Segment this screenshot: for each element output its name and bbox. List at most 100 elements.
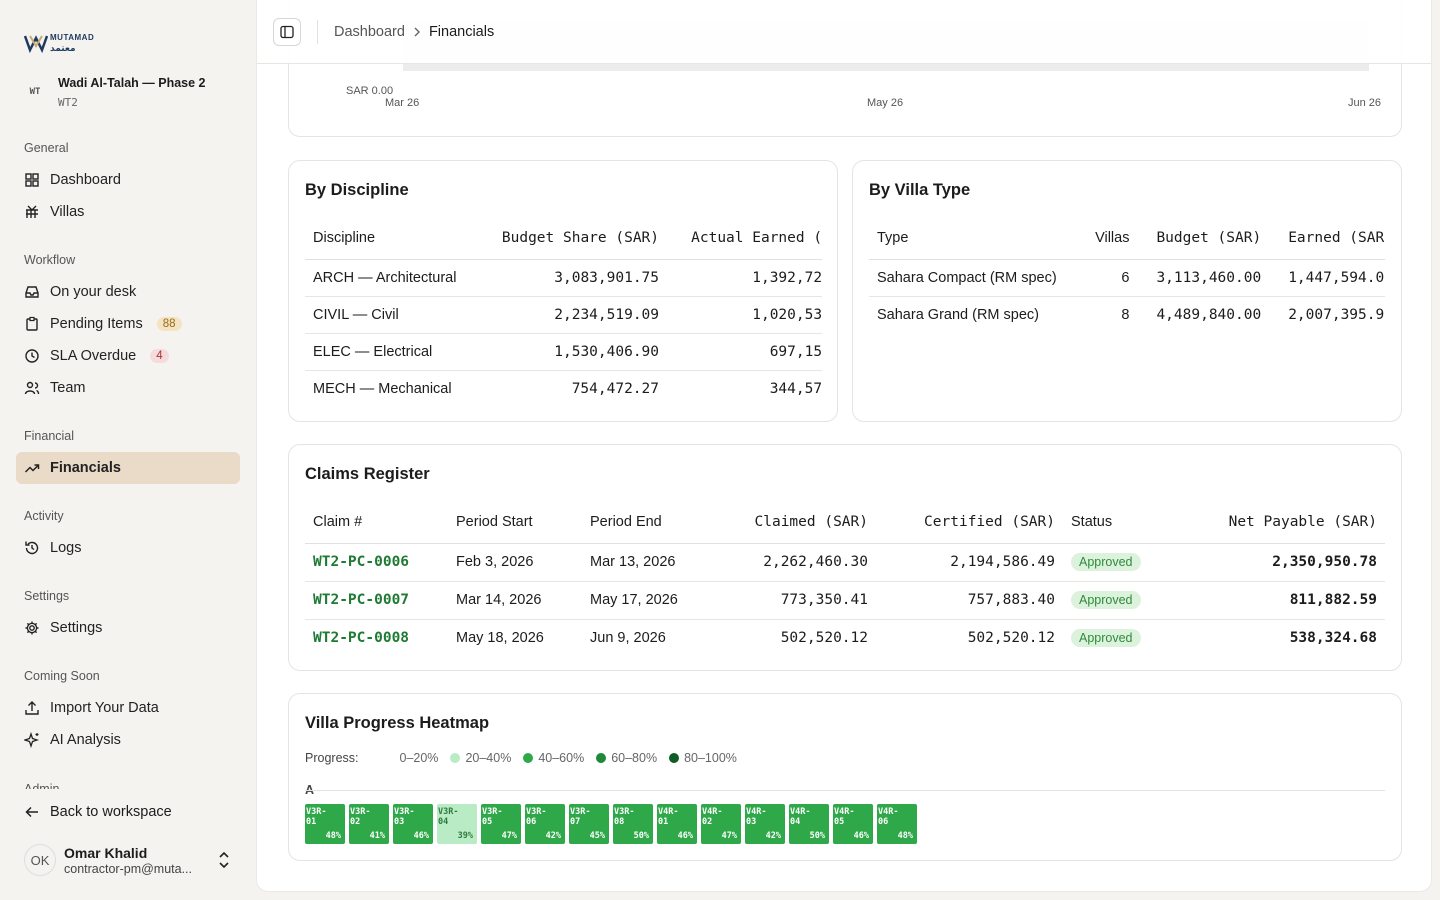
- legend-text: 80–100%: [684, 751, 737, 765]
- sidebar-item-settings[interactable]: Settings: [16, 612, 240, 644]
- heatmap-cell[interactable]: V3R-04 39%: [437, 804, 477, 844]
- heatmap-cell[interactable]: V3R-05 47%: [481, 804, 521, 844]
- claims-table: Claim # Period Start Period End Claimed …: [305, 501, 1385, 657]
- villa-id: V3R-08: [614, 807, 635, 827]
- sidebar-item-import-data[interactable]: Import Your Data: [16, 692, 240, 724]
- status-badge: Approved: [1071, 553, 1141, 571]
- heatmap-cell[interactable]: V4R-06 48%: [877, 804, 917, 844]
- heatmap-cell[interactable]: V4R-02 47%: [701, 804, 741, 844]
- column-header: Status: [1063, 501, 1173, 544]
- column-header: Discipline: [305, 217, 479, 260]
- breadcrumb-dashboard[interactable]: Dashboard: [334, 23, 405, 40]
- nav-heading: General: [24, 141, 69, 155]
- villa-id: V4R-05: [834, 807, 855, 827]
- heatmap-cell[interactable]: V3R-08 50%: [613, 804, 653, 844]
- card-title: Claims Register: [305, 465, 430, 483]
- heatmap-cell[interactable]: V3R-07 45%: [569, 804, 609, 844]
- discipline-table-wrap[interactable]: Discipline Budget Share (SAR) Actual Ear…: [305, 217, 822, 407]
- villa-progress: 50%: [809, 831, 825, 841]
- villa-progress: 47%: [721, 831, 737, 841]
- net-payable: 811,882.59: [1173, 581, 1385, 620]
- heatmap-cell[interactable]: V3R-06 42%: [525, 804, 565, 844]
- budget-share: 1,530,406.90: [478, 333, 668, 371]
- legend-swatch: [596, 753, 607, 763]
- villa-progress: 46%: [677, 831, 693, 841]
- certified-amount: 2,194,586.49: [876, 543, 1063, 582]
- legend-item: 60–80%: [596, 751, 657, 765]
- table-row[interactable]: WT2-PC-0006 Feb 3, 2026 Mar 13, 2026 2,2…: [305, 543, 1385, 582]
- sidebar-item-label: Pending Items: [50, 316, 143, 332]
- villa-icon: [26, 205, 38, 218]
- villa-id: V3R-01: [306, 807, 327, 827]
- discipline-name: CIVIL — Civil: [305, 296, 479, 334]
- column-header: Type: [869, 217, 1083, 260]
- column-header: Claimed (SAR): [702, 501, 876, 544]
- clipboard-icon: [26, 316, 38, 331]
- brand-logo[interactable]: MUTAMAD معتمد: [24, 32, 94, 54]
- grid-icon: [25, 173, 39, 187]
- user-menu[interactable]: OK Omar Khalid contractor-pm@muta...: [24, 842, 240, 878]
- certified-amount: 757,883.40: [876, 581, 1063, 620]
- net-payable: 538,324.68: [1289, 630, 1377, 647]
- heatmap-cell[interactable]: V3R-03 46%: [393, 804, 433, 844]
- by-discipline-card: By Discipline Discipline Budget Share (S…: [288, 160, 838, 422]
- sidebar-item-ai-analysis[interactable]: AI Analysis: [16, 724, 240, 756]
- villa-progress: 48%: [897, 831, 913, 841]
- user-email: contractor-pm@muta...: [64, 861, 193, 876]
- status-cell: Approved: [1063, 581, 1173, 620]
- column-header: Period End: [582, 501, 702, 544]
- heatmap-cell[interactable]: V3R-01 48%: [305, 804, 345, 844]
- column-header: Budget Share (SAR): [478, 217, 668, 260]
- heatmap-cell[interactable]: V4R-04 50%: [789, 804, 829, 844]
- sidebar-item-logs[interactable]: Logs: [16, 532, 240, 564]
- inbox-icon: [25, 286, 39, 298]
- table-row[interactable]: WT2-PC-0007 Mar 14, 2026 May 17, 2026 77…: [305, 581, 1385, 620]
- table-row: Sahara Compact (RM spec) 6 3,113,460.00 …: [869, 259, 1385, 297]
- sidebar-item-team[interactable]: Team: [16, 372, 240, 404]
- column-header: Certified (SAR): [876, 501, 1063, 544]
- status-cell: Approved: [1063, 543, 1173, 582]
- legend-swatch: [450, 753, 461, 763]
- legend-text: 60–80%: [611, 751, 658, 765]
- sidebar-item-villas[interactable]: Villas: [16, 196, 240, 228]
- sidebar-item-dashboard[interactable]: Dashboard: [16, 164, 240, 196]
- status-badge: Approved: [1071, 591, 1141, 609]
- column-header: Net Payable (SAR): [1173, 501, 1385, 544]
- period-start: Feb 3, 2026: [448, 543, 582, 582]
- villa-type-table-wrap[interactable]: Type Villas Budget (SAR) Earned (SAR) P …: [869, 217, 1385, 333]
- villa-id: V4R-06: [878, 807, 899, 827]
- avatar: OK: [24, 844, 56, 876]
- sidebar-item-on-your-desk[interactable]: On your desk: [16, 276, 240, 308]
- logo-icon: [24, 35, 48, 54]
- legend-item: 0–20%: [384, 751, 438, 765]
- sidebar-item-financials[interactable]: Financials: [16, 452, 240, 484]
- card-title: Villa Progress Heatmap: [305, 714, 490, 732]
- project-switcher[interactable]: WT Wadi Al-Talah — Phase 2 WT2: [24, 72, 234, 112]
- heatmap-cell[interactable]: V3R-02 41%: [349, 804, 389, 844]
- heatmap-cell[interactable]: V4R-05 46%: [833, 804, 873, 844]
- budget: 4,489,840.00: [1156, 306, 1262, 323]
- claim-link[interactable]: WT2-PC-0007: [305, 581, 448, 620]
- chevron-right-icon: [414, 27, 420, 36]
- sidebar-toggle-icon: [280, 25, 294, 38]
- nav-group-general: General Dashboard Villas: [16, 138, 240, 228]
- gear-icon: [25, 621, 39, 635]
- sidebar-item-pending-items[interactable]: Pending Items 88: [16, 308, 240, 340]
- nav-group-admin: Admin: [16, 779, 240, 789]
- claim-link[interactable]: WT2-PC-0008: [313, 630, 410, 647]
- villa-progress: 42%: [765, 831, 781, 841]
- villa-progress: 47%: [501, 831, 517, 841]
- claim-link[interactable]: WT2-PC-0006: [305, 543, 448, 582]
- sidebar: MUTAMAD معتمد WT Wadi Al-Talah — Phase 2…: [0, 0, 256, 900]
- sidebar-item-sla-overdue[interactable]: SLA Overdue 4: [16, 340, 240, 372]
- upload-icon: [25, 701, 39, 715]
- heatmap-cell[interactable]: V4R-01 46%: [657, 804, 697, 844]
- back-to-workspace-link[interactable]: Back to workspace: [16, 796, 240, 828]
- status-badge: Approved: [1071, 629, 1141, 648]
- table-row[interactable]: WT2-PC-0008 May 18, 2026 Jun 9, 2026 502…: [305, 619, 1385, 657]
- villa-progress: 50%: [633, 831, 649, 841]
- heatmap-cell[interactable]: V4R-03 42%: [745, 804, 785, 844]
- column-header: Villas: [1082, 217, 1138, 260]
- sidebar-toggle-button[interactable]: [273, 17, 301, 46]
- arrow-left-icon: [25, 806, 38, 818]
